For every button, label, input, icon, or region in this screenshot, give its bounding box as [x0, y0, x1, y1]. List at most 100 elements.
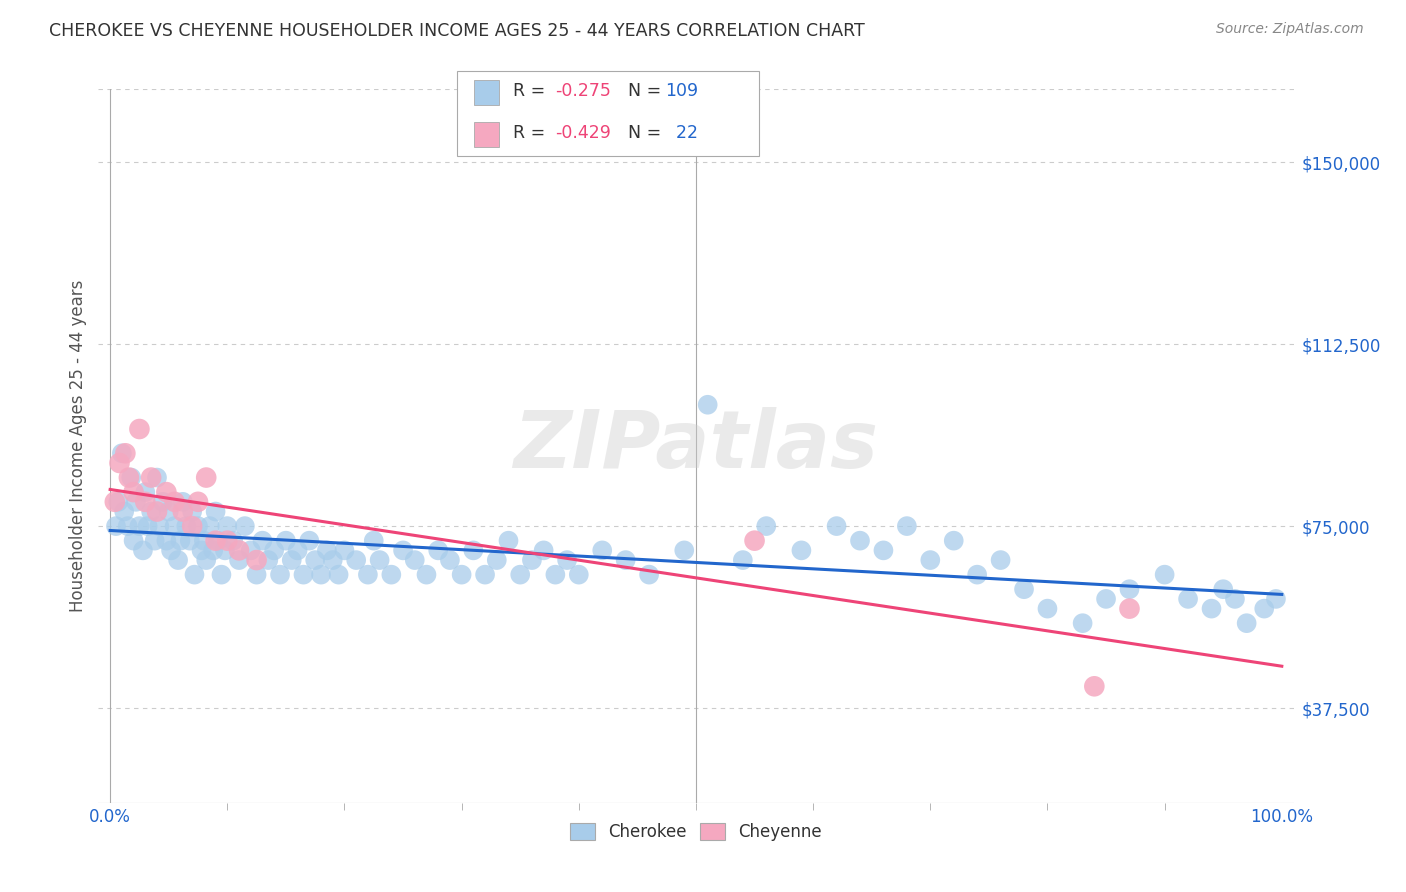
- Y-axis label: Householder Income Ages 25 - 44 years: Householder Income Ages 25 - 44 years: [69, 280, 87, 612]
- Point: [104, 495, 127, 509]
- Point: [673, 543, 696, 558]
- Point: [1071, 616, 1094, 631]
- Point: [217, 533, 239, 548]
- Point: [990, 553, 1012, 567]
- Point: [292, 567, 315, 582]
- Point: [187, 519, 209, 533]
- Point: [333, 543, 356, 558]
- Point: [344, 553, 367, 567]
- Point: [790, 543, 813, 558]
- Point: [118, 470, 141, 484]
- Point: [474, 567, 496, 582]
- Point: [217, 519, 239, 533]
- Point: [1118, 582, 1140, 597]
- Point: [380, 567, 402, 582]
- Point: [614, 553, 637, 567]
- Point: [439, 553, 461, 567]
- Point: [415, 567, 437, 582]
- Point: [257, 553, 280, 567]
- Point: [246, 567, 269, 582]
- Point: [105, 519, 128, 533]
- Point: [1036, 601, 1059, 615]
- Point: [509, 567, 531, 582]
- Text: -0.429: -0.429: [555, 124, 612, 142]
- Point: [233, 519, 256, 533]
- Point: [1201, 601, 1223, 615]
- Point: [328, 567, 350, 582]
- Point: [134, 485, 156, 500]
- Point: [555, 553, 578, 567]
- Point: [117, 519, 139, 533]
- Point: [181, 519, 204, 533]
- Point: [167, 553, 190, 567]
- Point: [155, 485, 177, 500]
- Point: [269, 567, 291, 582]
- Point: [1153, 567, 1175, 582]
- Point: [143, 533, 166, 548]
- Point: [146, 504, 169, 518]
- Point: [591, 543, 613, 558]
- Point: [160, 543, 183, 558]
- Point: [169, 533, 191, 548]
- Point: [222, 533, 245, 548]
- Point: [1095, 591, 1118, 606]
- Point: [122, 485, 145, 500]
- Point: [174, 519, 197, 533]
- Point: [825, 519, 848, 533]
- Point: [1118, 601, 1140, 615]
- Point: [146, 470, 169, 484]
- Text: N =: N =: [628, 124, 668, 142]
- Point: [190, 543, 212, 558]
- Point: [1265, 591, 1288, 606]
- Point: [128, 519, 150, 533]
- Point: [896, 519, 918, 533]
- Point: [755, 519, 778, 533]
- Point: [404, 553, 426, 567]
- Point: [392, 543, 415, 558]
- Point: [1253, 601, 1275, 615]
- Point: [107, 495, 129, 509]
- Point: [148, 519, 170, 533]
- Point: [1083, 679, 1105, 693]
- Point: [207, 533, 229, 548]
- Point: [274, 533, 297, 548]
- Point: [263, 543, 285, 558]
- Point: [246, 553, 269, 567]
- Point: [966, 567, 988, 582]
- Point: [363, 533, 385, 548]
- Point: [152, 495, 174, 509]
- Point: [942, 533, 965, 548]
- Point: [298, 533, 321, 548]
- Legend: Cherokee, Cheyenne: Cherokee, Cheyenne: [564, 816, 828, 848]
- Point: [202, 543, 225, 558]
- Point: [198, 519, 221, 533]
- Point: [239, 543, 262, 558]
- Point: [141, 504, 163, 518]
- Point: [108, 456, 131, 470]
- Point: [638, 567, 661, 582]
- Point: [211, 567, 233, 582]
- Point: [485, 553, 508, 567]
- Point: [1212, 582, 1234, 597]
- Point: [136, 519, 159, 533]
- Point: [163, 495, 186, 509]
- Point: [228, 543, 250, 558]
- Point: [849, 533, 872, 548]
- Point: [744, 533, 766, 548]
- Point: [1223, 591, 1246, 606]
- Point: [122, 533, 145, 548]
- Point: [172, 504, 194, 518]
- Point: [193, 533, 215, 548]
- Point: [357, 567, 380, 582]
- Point: [520, 553, 543, 567]
- Point: [568, 567, 591, 582]
- Point: [214, 543, 236, 558]
- Point: [187, 495, 209, 509]
- Point: [157, 504, 180, 518]
- Text: CHEROKEE VS CHEYENNE HOUSEHOLDER INCOME AGES 25 - 44 YEARS CORRELATION CHART: CHEROKEE VS CHEYENNE HOUSEHOLDER INCOME …: [49, 22, 865, 40]
- Point: [544, 567, 567, 582]
- Point: [498, 533, 520, 548]
- Point: [872, 543, 894, 558]
- Point: [195, 470, 218, 484]
- Point: [228, 553, 250, 567]
